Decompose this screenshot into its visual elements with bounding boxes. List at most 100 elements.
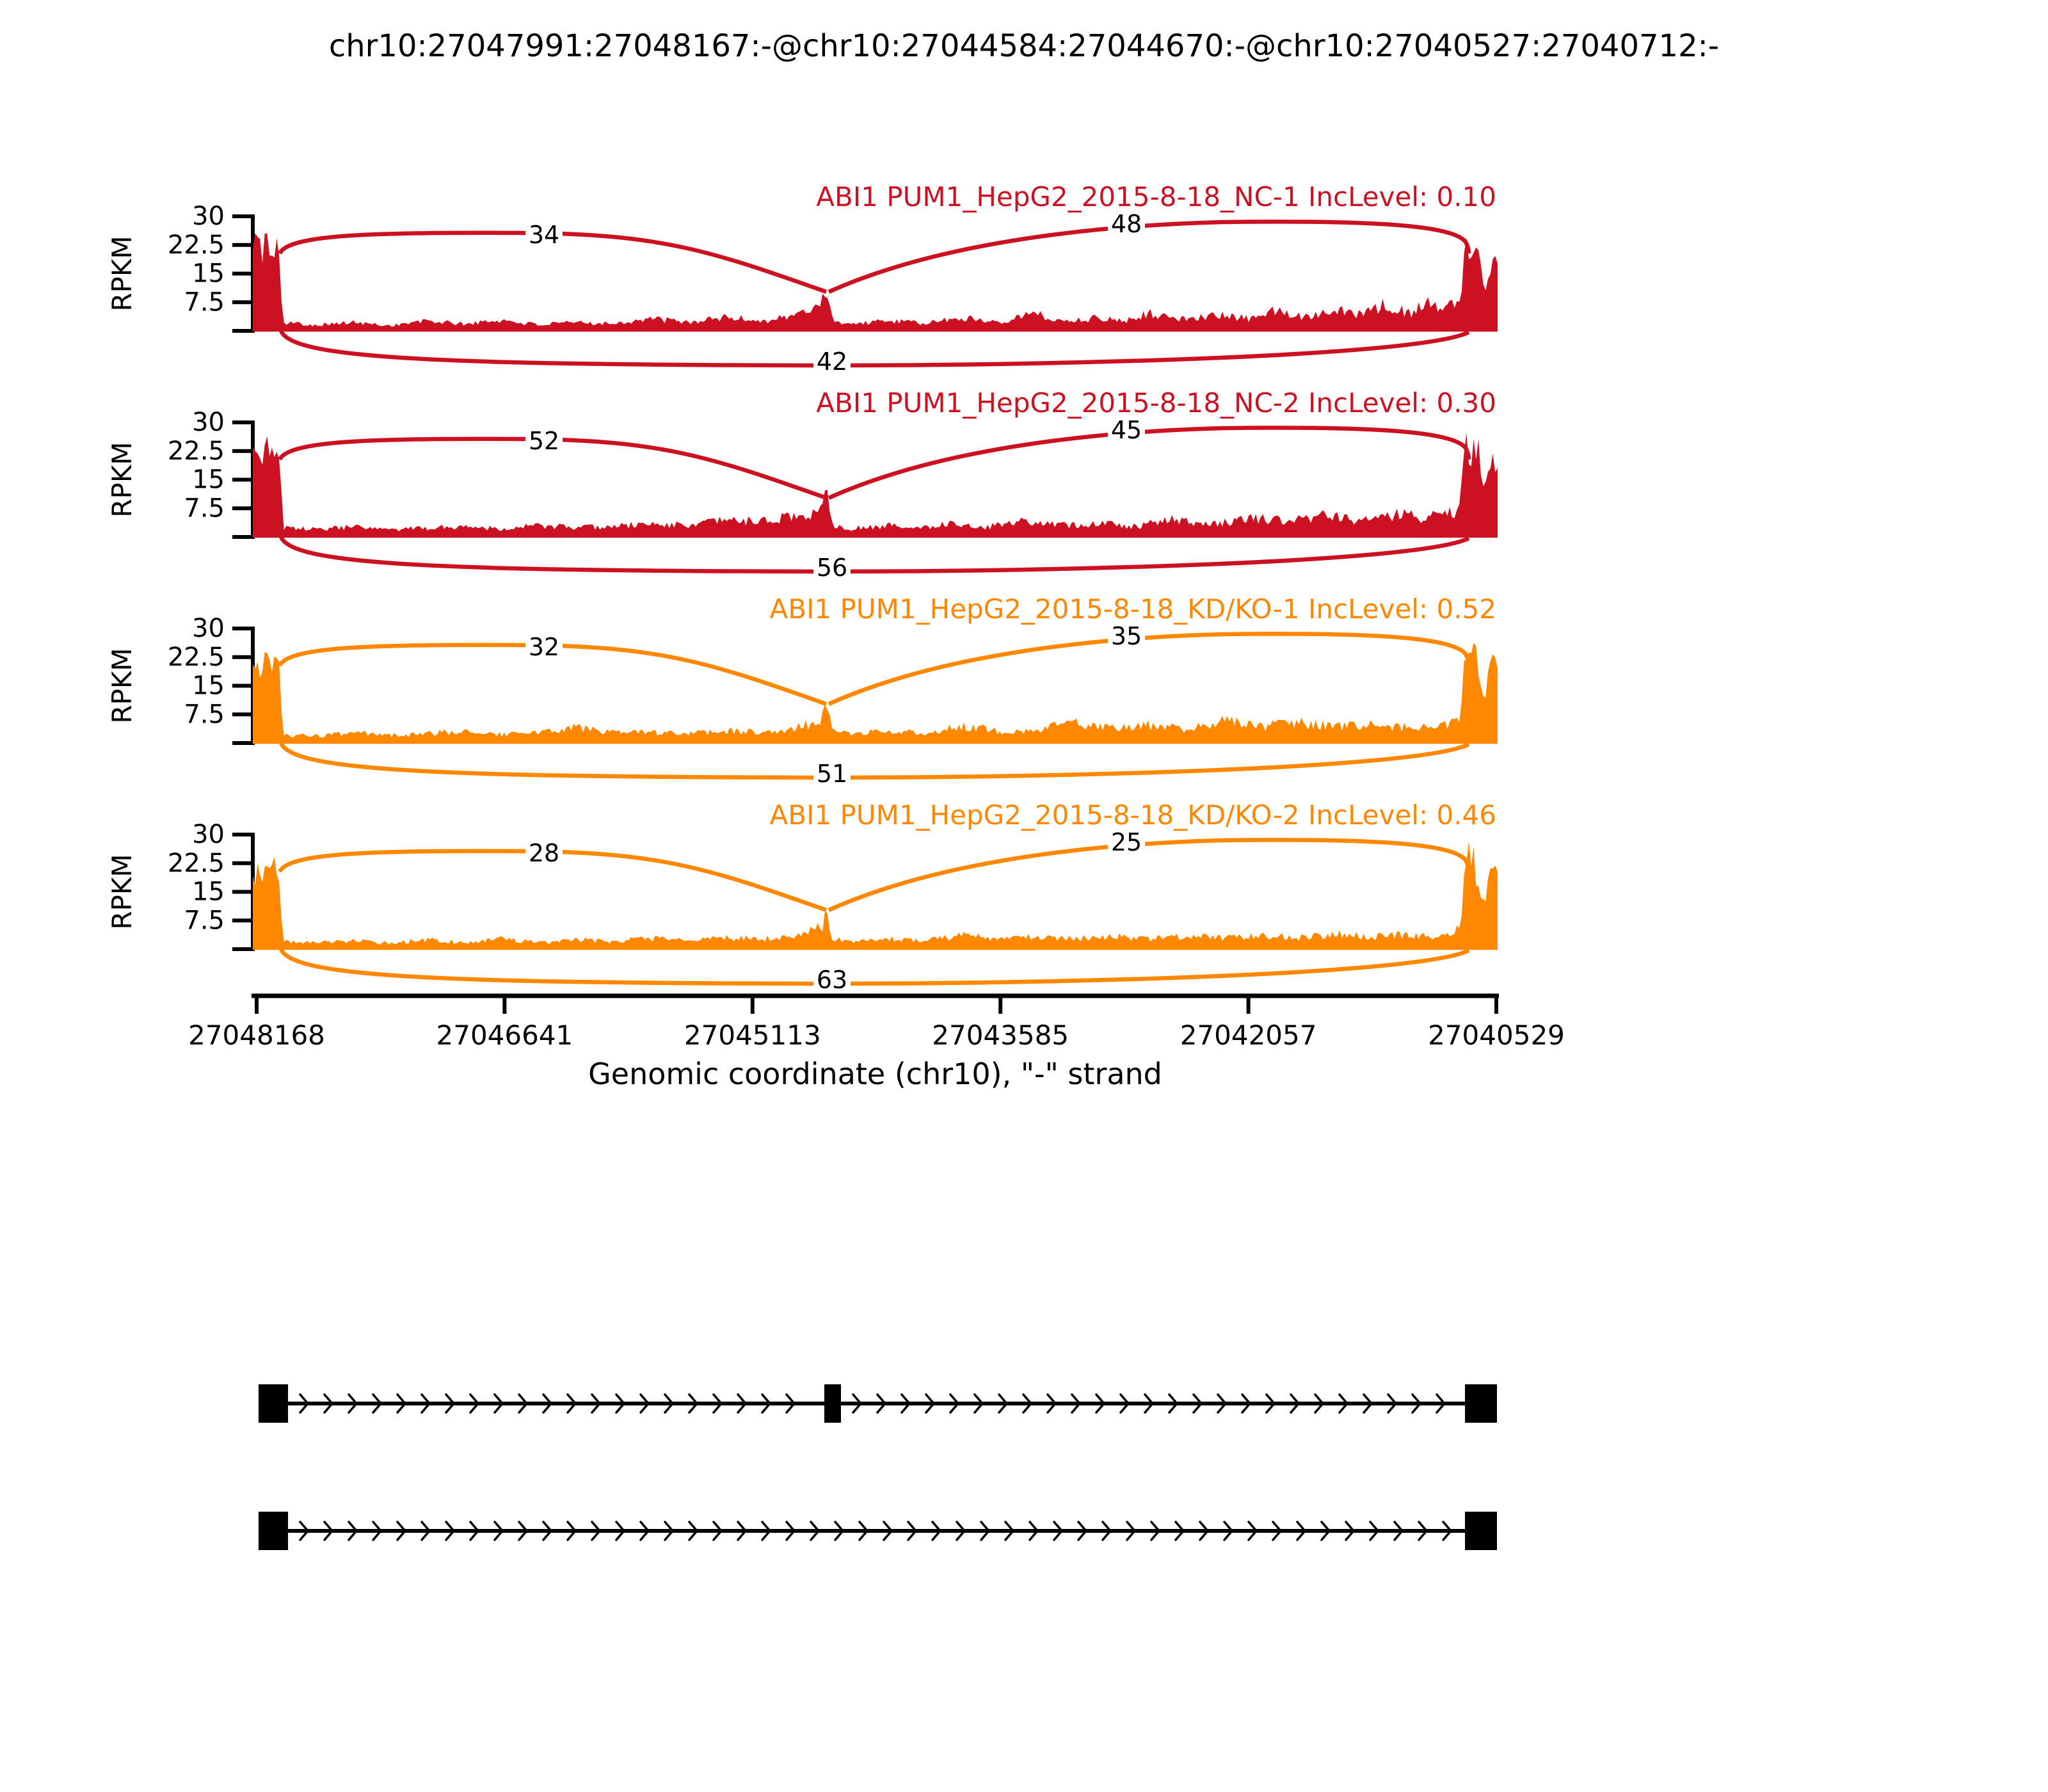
track-sample-label: ABI1 PUM1_HepG2_2015-8-18_NC-1 IncLevel:… xyxy=(816,181,1496,212)
figure-title: chr10:27047991:27048167:-@chr10:27044584… xyxy=(328,28,1720,64)
strand-arrow-icon xyxy=(445,1393,456,1414)
strand-arrow-icon xyxy=(1345,1521,1356,1541)
y-tick-label: 15 xyxy=(192,877,225,907)
junction-count-bg xyxy=(1108,830,1145,854)
strand-arrow-icon xyxy=(518,1521,529,1541)
strand-arrow-icon xyxy=(931,1521,942,1541)
strand-arrow-icon xyxy=(973,1393,984,1414)
junction-count-skipping: 63 xyxy=(817,966,847,994)
strand-arrow-icon xyxy=(1101,1521,1112,1541)
coverage-area xyxy=(253,643,1498,743)
y-tick-label: 30 xyxy=(192,614,225,643)
strand-arrow-icon xyxy=(493,1393,504,1414)
y-axis-title: RPKM xyxy=(106,648,138,723)
strand-arrow-icon xyxy=(761,1393,772,1414)
junction-count-upstream: 52 xyxy=(529,427,559,455)
strand-arrow-icon xyxy=(1217,1393,1228,1414)
strand-arrow-icon xyxy=(1393,1521,1404,1541)
strand-arrow-icon xyxy=(737,1521,748,1541)
strand-arrow-icon xyxy=(1126,1521,1137,1541)
strand-arrow-icon xyxy=(396,1521,407,1541)
y-axis-title: RPKM xyxy=(106,236,138,311)
strand-arrow-icon xyxy=(1363,1393,1373,1414)
strand-arrow-icon xyxy=(737,1393,748,1414)
strand-arrow-icon xyxy=(469,1521,480,1541)
strand-arrow-icon xyxy=(1192,1393,1203,1414)
track-sample-label: ABI1 PUM1_HepG2_2015-8-18_KD/KO-2 IncLev… xyxy=(770,799,1496,831)
strand-arrow-icon xyxy=(785,1393,796,1414)
strand-arrow-icon xyxy=(949,1393,960,1414)
junction-arc-downstream xyxy=(828,220,1471,294)
strand-arrow-icon xyxy=(591,1393,602,1414)
strand-arrow-icon xyxy=(1387,1393,1398,1414)
strand-arrow-icon xyxy=(1436,1393,1446,1414)
junction-arc-skipping xyxy=(279,948,1470,986)
y-tick-label: 7.5 xyxy=(184,906,225,935)
strand-arrow-icon xyxy=(1290,1393,1300,1414)
coverage-baseline xyxy=(253,330,1498,332)
junction-count-upstream: 32 xyxy=(529,633,559,661)
x-tick-label: 27042057 xyxy=(1180,1020,1317,1051)
strand-arrow-icon xyxy=(883,1521,893,1541)
strand-arrow-icon xyxy=(1320,1521,1331,1541)
y-tick-label: 7.5 xyxy=(184,700,225,729)
strand-arrow-icon xyxy=(1095,1393,1106,1414)
strand-arrow-icon xyxy=(566,1521,577,1541)
strand-arrow-icon xyxy=(1296,1521,1307,1541)
strand-arrow-icon xyxy=(1442,1521,1453,1541)
junction-count-bg xyxy=(813,762,851,786)
strand-arrow-icon xyxy=(1241,1393,1252,1414)
strand-arrow-icon xyxy=(664,1393,675,1414)
x-tick-label: 27040529 xyxy=(1428,1020,1565,1051)
strand-arrow-icon xyxy=(761,1521,772,1541)
strand-arrow-icon xyxy=(1314,1393,1325,1414)
junction-count-bg xyxy=(1108,624,1145,648)
strand-arrow-icon xyxy=(348,1393,358,1414)
strand-arrow-icon xyxy=(445,1521,456,1541)
y-axis-title: RPKM xyxy=(106,854,138,929)
transcript-model-1 xyxy=(258,1384,1498,1423)
strand-arrow-icon xyxy=(1199,1521,1210,1541)
y-tick-label: 15 xyxy=(192,465,225,495)
strand-arrow-icon xyxy=(1223,1521,1234,1541)
strand-arrow-icon xyxy=(712,1393,723,1414)
strand-arrow-icon xyxy=(876,1393,887,1414)
strand-arrow-icon xyxy=(348,1521,358,1541)
coverage-area xyxy=(253,233,1498,331)
strand-arrow-icon xyxy=(688,1393,699,1414)
y-tick-label: 30 xyxy=(192,202,225,231)
strand-arrow-icon xyxy=(980,1521,991,1541)
junction-count-bg xyxy=(1108,418,1145,442)
junction-count-bg xyxy=(1108,212,1145,236)
strand-arrow-icon xyxy=(688,1521,699,1541)
strand-arrow-icon xyxy=(1265,1393,1276,1414)
strand-arrow-icon xyxy=(299,1521,310,1541)
strand-arrow-icon xyxy=(615,1393,626,1414)
strand-arrow-icon xyxy=(1028,1521,1039,1541)
strand-arrow-icon xyxy=(785,1521,796,1541)
strand-arrow-icon xyxy=(1247,1521,1258,1541)
y-tick-label: 7.5 xyxy=(184,493,225,523)
strand-arrow-icon xyxy=(712,1521,723,1541)
junction-arc-skipping xyxy=(279,742,1470,780)
junction-arc-downstream xyxy=(828,426,1471,500)
y-tick-label: 15 xyxy=(192,259,225,289)
coverage-baseline xyxy=(253,536,1498,538)
strand-arrow-icon xyxy=(1144,1393,1155,1414)
exon-block xyxy=(1465,1512,1498,1550)
junction-count-bg xyxy=(525,841,563,865)
junction-count-skipping: 42 xyxy=(817,348,847,376)
strand-arrow-icon xyxy=(956,1521,966,1541)
strand-arrow-icon xyxy=(1418,1521,1428,1541)
strand-arrow-icon xyxy=(907,1521,918,1541)
strand-arrow-icon xyxy=(396,1393,407,1414)
exon-block xyxy=(258,1512,289,1550)
strand-arrow-icon xyxy=(852,1393,863,1414)
y-tick-label: 15 xyxy=(192,671,225,701)
transcript-model-2 xyxy=(258,1512,1498,1550)
strand-arrow-icon xyxy=(1071,1393,1082,1414)
y-tick-label: 22.5 xyxy=(168,849,225,878)
strand-arrow-icon xyxy=(1174,1521,1185,1541)
